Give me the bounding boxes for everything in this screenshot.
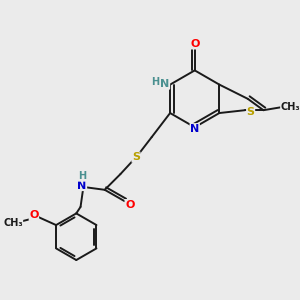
Text: CH₃: CH₃ [280, 102, 300, 112]
Text: N: N [160, 79, 169, 89]
Text: S: S [132, 152, 140, 162]
Text: N: N [77, 181, 87, 190]
Text: H: H [78, 171, 86, 181]
Text: O: O [125, 200, 134, 210]
Text: CH₃: CH₃ [3, 218, 23, 227]
Text: S: S [247, 106, 255, 117]
Text: O: O [190, 39, 200, 49]
Text: H: H [151, 77, 159, 87]
Text: N: N [190, 124, 200, 134]
Text: O: O [29, 210, 39, 220]
